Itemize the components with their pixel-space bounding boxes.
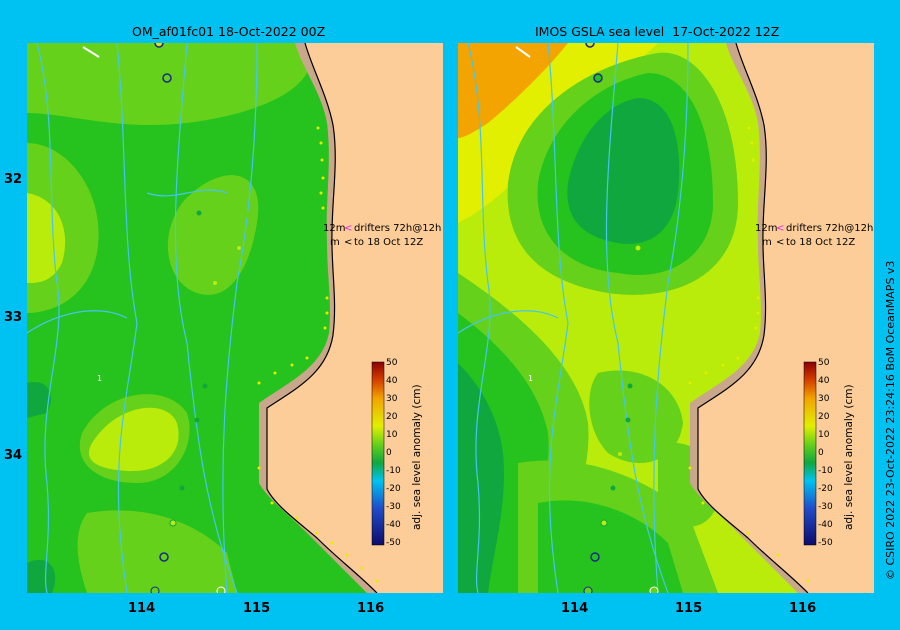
svg-text:-40: -40 <box>386 520 401 530</box>
land <box>267 43 443 593</box>
lon-tick-115-left: 115 <box>243 601 271 616</box>
svg-text:20: 20 <box>818 412 830 422</box>
anomaly-contour-left-inner <box>27 193 66 283</box>
anomaly-contour-bottom <box>77 510 237 593</box>
svg-text:10: 10 <box>818 430 830 440</box>
svg-text:-30: -30 <box>386 502 401 512</box>
svg-text:adj. sea level anomaly (cm): adj. sea level anomaly (cm) <box>843 384 855 530</box>
svg-text:<: < <box>776 237 784 248</box>
lon-tick-116-right: 116 <box>789 601 817 616</box>
svg-text:30: 30 <box>386 394 398 404</box>
svg-text:<: < <box>776 223 784 234</box>
right-drifter-legend: 12m < drifters 72h@12h m < to 18 Oct 12Z <box>755 223 873 248</box>
svg-text:-50: -50 <box>386 538 401 548</box>
lat-tick-33: 33 <box>4 310 23 325</box>
drifter-dots <box>150 43 250 593</box>
svg-text:40: 40 <box>818 376 830 386</box>
svg-text:1: 1 <box>528 374 533 383</box>
svg-text:40: 40 <box>386 376 398 386</box>
svg-text:-10: -10 <box>818 466 833 476</box>
svg-text:m: m <box>762 237 772 248</box>
credit-text: © CSIRO 2022 23-Oct-2022 23:24:16 BoM Oc… <box>884 260 897 580</box>
svg-text:50: 50 <box>386 358 398 368</box>
anomaly-contour-lower-inner <box>88 407 179 472</box>
coastline <box>266 43 378 593</box>
lat-tick-34: 34 <box>4 448 23 463</box>
legend-to: to 18 Oct 12Z <box>354 237 423 248</box>
lat-tick-32: 32 <box>4 172 23 187</box>
right-map: 1 <box>458 43 874 593</box>
legend-12m: 12m <box>323 223 345 234</box>
svg-text:0: 0 <box>818 448 824 458</box>
right-colorbar: 50 40 30 20 10 0 -10 -20 -30 -40 -50 adj… <box>803 358 855 548</box>
svg-text:20: 20 <box>386 412 398 422</box>
left-map: 1 <box>27 43 443 593</box>
svg-text:-50: -50 <box>818 538 833 548</box>
svg-text:-30: -30 <box>818 502 833 512</box>
legend-drifters: drifters 72h@12h <box>354 223 441 234</box>
colorbar-label: adj. sea level anomaly (cm) <box>411 384 423 530</box>
anomaly-contour-top <box>27 43 311 126</box>
svg-text:30: 30 <box>818 394 830 404</box>
lon-tick-116-left: 116 <box>357 601 385 616</box>
left-drifter-legend: 12m < drifters 72h@12h m < to 18 Oct 12Z <box>323 223 441 248</box>
svg-text:0: 0 <box>386 448 392 458</box>
lon-tick-114-right: 114 <box>561 601 589 616</box>
svg-text:<: < <box>344 223 352 234</box>
current-streamlines <box>27 43 258 593</box>
svg-text:50: 50 <box>818 358 830 368</box>
svg-text:12m: 12m <box>755 223 777 234</box>
lon-tick-115-right: 115 <box>675 601 703 616</box>
svg-text:10: 10 <box>386 430 398 440</box>
svg-text:-10: -10 <box>386 466 401 476</box>
lon-tick-114-left: 114 <box>128 601 156 616</box>
legend-m: m <box>330 237 340 248</box>
wind-arrow <box>82 46 100 58</box>
svg-text:-20: -20 <box>386 484 401 494</box>
svg-text:-40: -40 <box>818 520 833 530</box>
label-1: 1 <box>97 374 102 383</box>
anomaly-contour-centre <box>167 175 259 295</box>
right-panel-title: IMOS GSLA sea level 17-Oct-2022 12Z <box>535 24 780 39</box>
svg-text:drifters 72h@12h: drifters 72h@12h <box>786 223 873 234</box>
left-colorbar: 50 40 30 20 10 0 -10 -20 -30 -40 -50 adj… <box>371 358 423 548</box>
left-panel-title: OM_af01fc01 18-Oct-2022 00Z <box>132 24 326 39</box>
coastal-drifter-dots <box>257 126 379 583</box>
svg-text:-20: -20 <box>818 484 833 494</box>
svg-text:to 18 Oct 12Z: to 18 Oct 12Z <box>786 237 855 248</box>
svg-text:<: < <box>344 237 352 248</box>
